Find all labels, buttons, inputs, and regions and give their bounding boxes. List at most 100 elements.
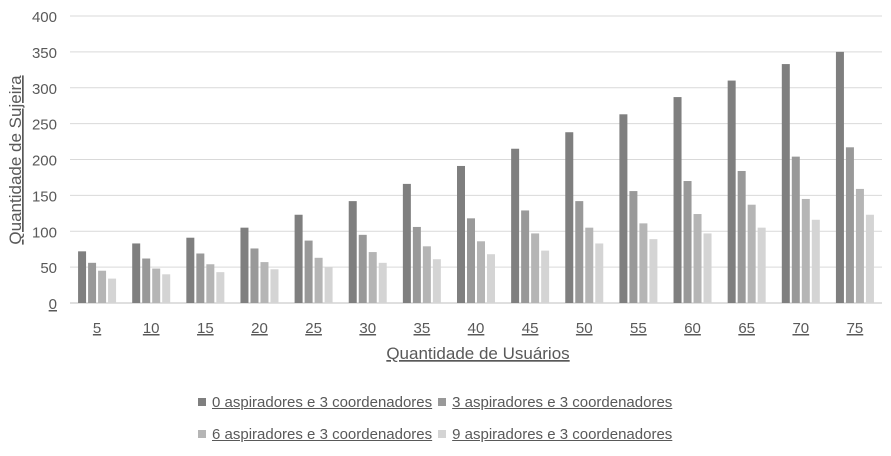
legend-label: 6 aspiradores e 3 coordenadores: [212, 425, 433, 443]
bar: [348, 201, 357, 303]
legend-item: 6 aspiradores e 3 coordenadores: [198, 426, 432, 443]
legend-item: 9 aspiradores e 3 coordenadores: [438, 426, 672, 443]
y-tick-label: 200: [32, 153, 57, 170]
legend-row: 6 aspiradores e 3 coordenadores 9 aspira…: [198, 424, 718, 444]
bar: [487, 254, 495, 303]
bar: [811, 219, 820, 303]
bar: [216, 272, 225, 303]
legend-item: 3 aspiradores e 3 coordenadores: [438, 394, 672, 411]
bar: [142, 258, 151, 303]
x-tick-label: 70: [792, 320, 809, 337]
bar: [88, 262, 97, 303]
bar: [206, 264, 215, 303]
bar: [457, 165, 465, 303]
x-axis-label: Quantidade de Usuários: [386, 344, 569, 363]
bar: [402, 183, 411, 303]
bar: [152, 268, 161, 303]
bar: [855, 188, 864, 303]
bar: [565, 132, 574, 303]
y-tick-label: 100: [32, 224, 57, 241]
bar: [835, 51, 844, 303]
y-tick-label: 350: [32, 45, 57, 62]
legend-swatch-icon: [438, 398, 447, 406]
y-tick-label: 0: [49, 296, 57, 313]
bar: [250, 248, 259, 303]
bar: [324, 267, 333, 303]
bar: [368, 252, 377, 303]
bar: [521, 210, 530, 303]
bar: [757, 227, 766, 303]
legend-label: 9 aspiradores e 3 coordenadores: [452, 425, 673, 443]
x-tick-label: 75: [847, 320, 864, 337]
y-tick-label: 150: [32, 188, 57, 205]
bar: [358, 234, 367, 303]
bar: [845, 147, 854, 303]
x-tick-label: 15: [197, 320, 214, 337]
legend-item: 0 aspiradores e 3 coordenadores: [198, 394, 432, 411]
y-tick-label: 400: [32, 9, 57, 26]
x-tick-label: 35: [414, 320, 431, 337]
bar: [108, 278, 117, 303]
bar: [412, 226, 421, 303]
bar: [595, 243, 604, 303]
x-tick-label: 65: [738, 320, 755, 337]
y-tick-label: 250: [32, 117, 57, 134]
x-tick-label: 30: [359, 320, 376, 337]
x-tick-label: 20: [251, 320, 268, 337]
y-axis-ticks: 0 50 100 150 200 250 300 350 400: [32, 9, 57, 313]
bar: [683, 181, 692, 303]
y-axis-label: Quantidade de Sujeira: [6, 75, 25, 245]
bar: [78, 251, 87, 303]
bars: [78, 51, 874, 303]
legend-swatch-icon: [198, 398, 206, 406]
bar: [240, 227, 249, 303]
x-tick-label: 45: [522, 320, 539, 337]
bar: [531, 233, 540, 303]
bar: [619, 114, 628, 303]
legend-swatch-icon: [438, 430, 447, 438]
gridlines: [70, 15, 882, 304]
y-tick-label: 50: [40, 260, 57, 277]
bar: [132, 243, 141, 303]
x-axis-ticks: 5 10 15 20 25 30 35 40 45 50 55 60 65 70 75: [93, 320, 863, 337]
bar: [703, 233, 712, 303]
x-tick-label: 50: [576, 320, 593, 337]
bar: [585, 227, 594, 303]
bar: [541, 250, 550, 303]
bar: [727, 80, 736, 303]
bar: [791, 156, 800, 303]
bar: [432, 259, 441, 303]
bar: [186, 237, 195, 303]
bar: [865, 214, 874, 303]
bar: [260, 262, 269, 303]
bar: [467, 218, 475, 303]
bar: [162, 274, 171, 303]
bar: [673, 97, 682, 303]
x-tick-label: 25: [305, 320, 322, 337]
bar: [649, 239, 658, 303]
y-tick-label: 300: [32, 81, 57, 98]
bar: [639, 223, 648, 303]
bar: [747, 204, 756, 303]
bar: [477, 241, 485, 303]
bar: [781, 64, 790, 303]
bar: [270, 269, 279, 303]
bar: [98, 270, 107, 303]
legend-label: 0 aspiradores e 3 coordenadores: [212, 393, 433, 411]
bar: [575, 201, 584, 303]
x-tick-label: 5: [93, 320, 101, 337]
bar: [422, 246, 431, 303]
legend: 0 aspiradores e 3 coordenadores 3 aspira…: [198, 392, 718, 456]
bar: [378, 262, 387, 303]
legend-label: 3 aspiradores e 3 coordenadores: [452, 393, 673, 411]
bar: [196, 253, 205, 303]
legend-row: 0 aspiradores e 3 coordenadores 3 aspira…: [198, 392, 718, 412]
bar: [314, 257, 323, 303]
x-tick-label: 40: [468, 320, 485, 337]
x-tick-label: 55: [630, 320, 647, 337]
bar: [511, 148, 520, 303]
bar: [629, 191, 638, 303]
x-tick-label: 10: [143, 320, 160, 337]
bar: [693, 214, 702, 303]
